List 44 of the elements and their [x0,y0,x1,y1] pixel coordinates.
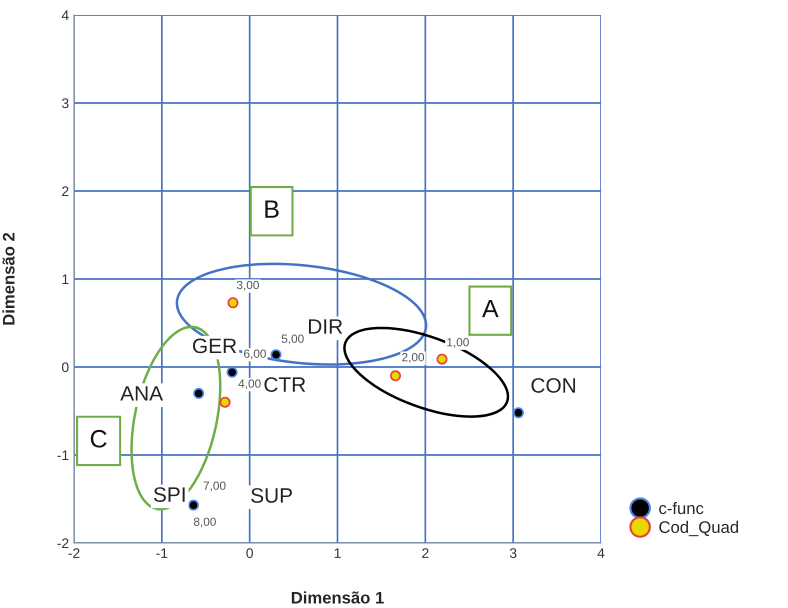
y-tick-label: -2 [57,538,68,548]
annotation: 4,00 [238,379,261,390]
point [390,370,401,382]
annotation: 1,00 [447,338,469,348]
x-tick-label: 0 [246,548,253,558]
annotation: SPI [154,487,185,502]
annotation: 2,00 [402,353,424,363]
y-tick-label: -1 [57,450,68,460]
point [227,297,238,308]
legend-label: c-func [659,502,704,514]
y-tick-label: 1 [62,274,68,284]
annotation: SUP [251,488,292,503]
point [193,388,204,399]
point [436,354,448,365]
y-tick-label: 2 [62,186,68,196]
annotation: B [265,200,279,218]
annotation: ANA [120,386,164,401]
annotation: 3,00 [236,280,259,291]
annotation: C [90,430,107,448]
annotation: 8,00 [194,518,216,528]
annotation: GER [193,338,236,354]
x-tick-label: 1 [334,548,341,558]
x-tick-label: -1 [156,548,168,558]
annotation: 5,00 [282,334,304,344]
y-tick-label: 4 [62,10,69,20]
x-tick-label: 2 [422,548,428,558]
point [220,396,231,408]
annotation: CON [531,378,576,393]
x-axis-title: Dimensão 1 [292,591,384,604]
y-axis-title: Dimensão 2 [2,232,15,325]
point [226,366,238,378]
annotation: 6,00 [244,349,266,360]
annotation: 7,00 [204,481,226,492]
annotation: CTR [264,377,306,392]
point [512,407,524,418]
annotation: A [482,300,499,318]
legend-label: Cod_Quad [659,520,738,536]
annotation: DIR [308,319,342,334]
x-tick-label: 3 [510,548,516,558]
point [270,349,282,360]
y-tick-label: 0 [62,362,69,372]
y-tick-label: 3 [62,98,69,108]
x-tick-label: 4 [597,548,604,558]
point [188,500,199,511]
